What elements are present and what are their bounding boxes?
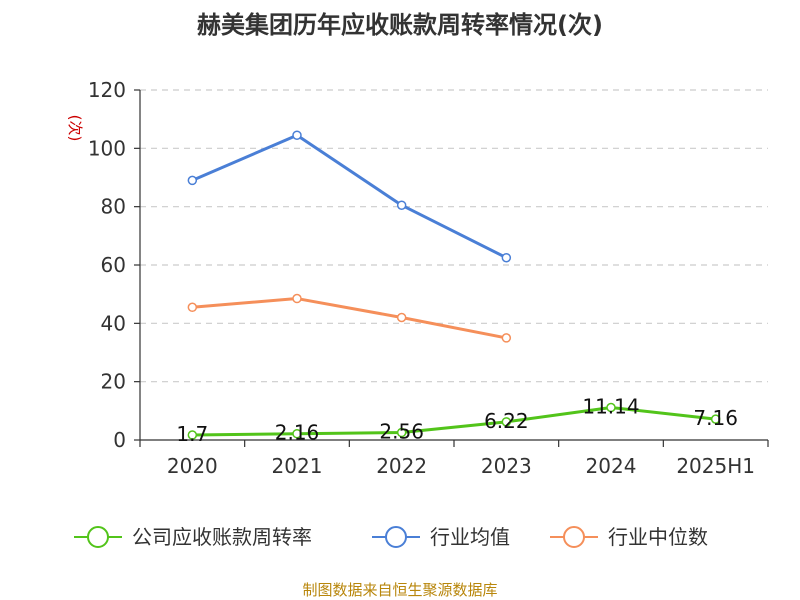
x-tick-label: 2023 <box>481 454 532 478</box>
legend-label: 公司应收账款周转率 <box>132 525 312 549</box>
axes: 0 20 40 60 80 100 120 2020 2021 2022 2023 2024 2025H… <box>88 78 769 478</box>
series-layer: 1.7 2.16 2.56 6.22 11.14 7.16 <box>176 130 738 446</box>
x-tick-label: 2021 <box>272 454 323 478</box>
data-point <box>710 414 721 424</box>
grid-lines <box>140 89 768 383</box>
x-tick-label: 2020 <box>167 454 218 478</box>
data-label: 2.56 <box>379 420 424 444</box>
x-tick-label: 2024 <box>586 454 637 478</box>
data-point <box>396 200 407 210</box>
data-point <box>187 302 198 313</box>
legend-label: 行业中位数 <box>608 525 708 549</box>
legend-item[interactable]: 公司应收账款周转率 <box>74 525 312 549</box>
data-point <box>396 427 407 438</box>
data-point <box>501 252 512 263</box>
data-point <box>187 430 198 440</box>
series-line-2 <box>192 297 507 340</box>
legend-label: 行业均值 <box>430 525 510 549</box>
data-point <box>187 175 198 186</box>
y-tick-label: 0 <box>113 428 126 452</box>
y-tick-label: 60 <box>101 253 126 277</box>
legend-item[interactable]: 行业均值 <box>372 525 510 549</box>
legend[interactable]: 公司应收账款周转率 行业均值 行业中位数 <box>74 525 708 549</box>
data-point <box>292 130 302 140</box>
y-tick-label: 40 <box>101 311 126 335</box>
y-tick-label: 100 <box>88 136 126 160</box>
data-label: 6.22 <box>484 409 529 433</box>
y-tick-label: 20 <box>101 370 126 394</box>
data-point <box>292 428 302 439</box>
data-point <box>501 417 512 427</box>
data-point <box>396 312 407 323</box>
data-label: 7.16 <box>693 406 738 430</box>
y-tick-label: 120 <box>88 78 126 102</box>
chart-title: 赫美集团历年应收账款周转率情况(次) <box>197 11 603 39</box>
legend-marker <box>87 526 109 548</box>
legend-marker <box>563 526 585 548</box>
y-tick-label: 80 <box>101 195 126 219</box>
y-axis-label: (次) <box>66 115 84 142</box>
series-line-0 <box>192 406 716 437</box>
data-label: 1.7 <box>176 422 208 446</box>
data-label: 11.14 <box>582 395 639 419</box>
x-tick-label: 2022 <box>376 454 427 478</box>
data-point <box>292 293 302 304</box>
data-point <box>501 333 512 343</box>
data-point <box>606 402 616 413</box>
x-tick-label: 2025H1 <box>676 454 755 478</box>
source-note: 制图数据来自恒生聚源数据库 <box>302 581 497 599</box>
legend-marker <box>385 526 407 548</box>
series-line-1 <box>191 133 508 260</box>
data-label: 2.16 <box>275 421 320 445</box>
legend-item[interactable]: 行业中位数 <box>550 525 708 549</box>
